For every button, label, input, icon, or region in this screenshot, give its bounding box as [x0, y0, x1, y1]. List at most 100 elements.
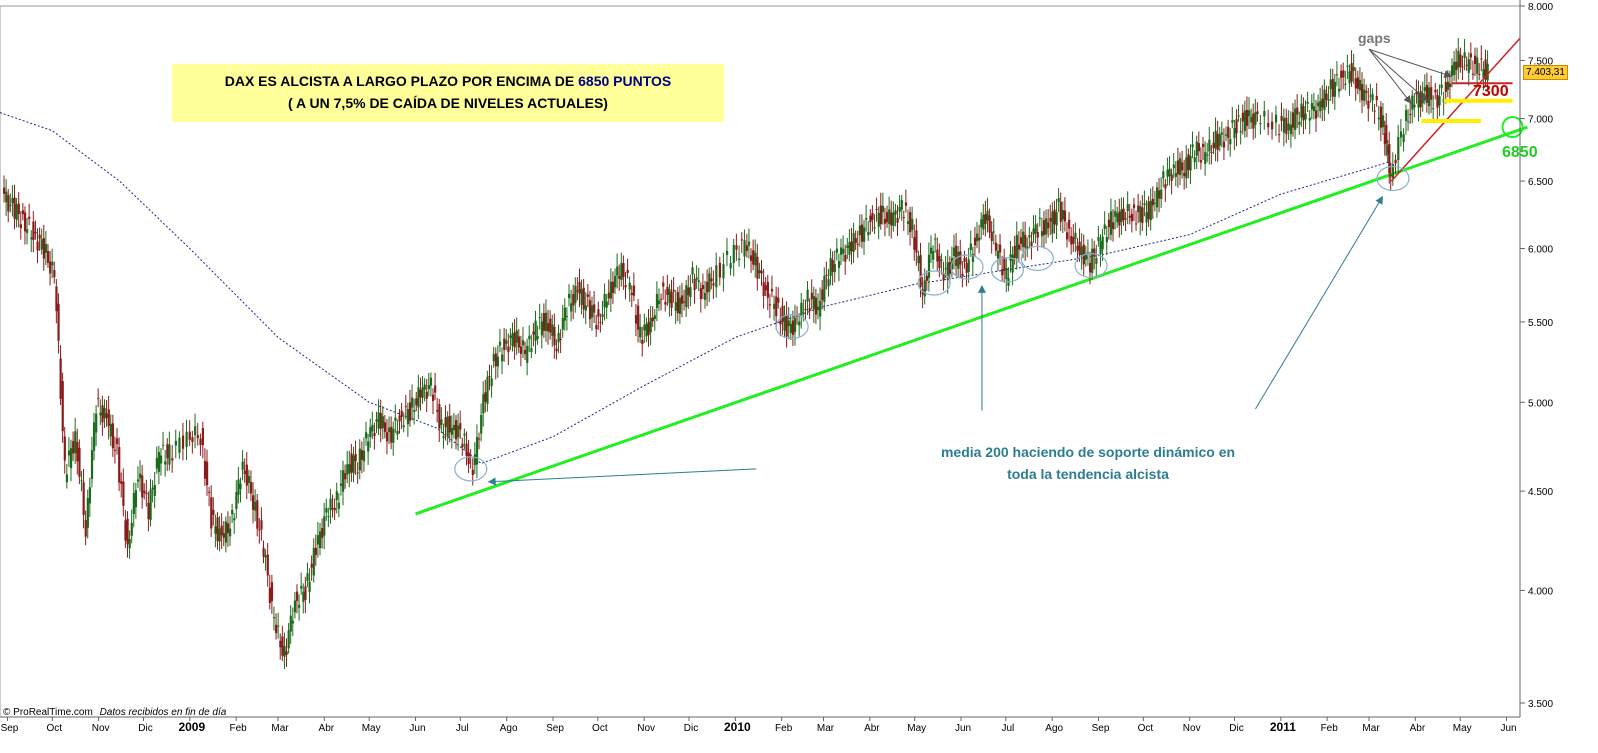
highlight-circle	[950, 254, 984, 280]
bull-candle	[377, 412, 380, 429]
bull-candle	[375, 419, 378, 422]
bull-candle	[174, 440, 177, 446]
bull-candle	[272, 617, 276, 619]
bear-candle	[1042, 220, 1046, 236]
support-annotation-line2: toda la tendencia alcista	[1007, 466, 1169, 482]
bear-candle	[572, 294, 575, 306]
overlay-layer	[454, 37, 1524, 486]
bull-candle	[536, 336, 539, 339]
bull-candle	[1417, 92, 1420, 108]
last-price-tag: 7.403,31	[1523, 65, 1568, 80]
bear-candle	[764, 285, 767, 291]
bear-candle	[1176, 160, 1180, 175]
bear-candle	[59, 358, 62, 399]
y-tick-label: 7.500	[1528, 56, 1553, 67]
x-tick-label: Dic	[1229, 723, 1243, 734]
bull-candle	[1259, 123, 1262, 125]
y-tick-label: 3.500	[1528, 699, 1553, 710]
bear-candle	[664, 302, 667, 305]
bull-candle	[1421, 93, 1424, 104]
bear-candle	[779, 320, 782, 325]
bear-candle	[34, 231, 37, 234]
bear-candle	[141, 475, 144, 498]
bull-candle	[1381, 115, 1385, 128]
bear-candle	[804, 308, 807, 311]
bear-candle	[576, 290, 579, 292]
bull-candle	[732, 244, 735, 263]
bear-candle	[425, 391, 428, 399]
bull-candle	[1432, 108, 1435, 110]
bear-candle	[553, 326, 556, 346]
bull-candle	[501, 354, 504, 362]
support-arrow	[1255, 195, 1384, 410]
bear-candle	[383, 422, 387, 432]
bear-candle	[706, 281, 709, 293]
bull-candle	[241, 461, 244, 470]
support-annotation: media 200 haciendo de soporte dinámico e…	[892, 441, 1284, 485]
bull-candle	[413, 410, 416, 412]
bull-candle	[898, 207, 901, 212]
bull-candle	[1051, 211, 1054, 234]
bear-candle	[379, 413, 382, 429]
bull-candle	[881, 205, 885, 213]
bear-candle	[256, 500, 259, 529]
bull-candle	[1402, 134, 1405, 143]
bear-candle	[206, 461, 209, 486]
bear-candle	[777, 297, 780, 303]
bull-candle	[1105, 237, 1108, 243]
bull-candle	[917, 256, 920, 264]
bear-candle	[1181, 162, 1184, 171]
bear-candle	[1210, 151, 1213, 153]
bear-candle	[1128, 215, 1131, 218]
bear-candle	[1436, 94, 1439, 108]
bear-candle	[1434, 89, 1437, 93]
bear-candle	[712, 283, 715, 286]
bull-candle	[645, 323, 648, 337]
bull-candle	[312, 547, 315, 576]
bear-candle	[55, 286, 58, 312]
bull-candle	[1446, 81, 1450, 90]
bear-candle	[662, 282, 665, 287]
bull-candle	[538, 317, 541, 319]
bull-candle	[337, 502, 341, 509]
bull-candle	[1399, 131, 1403, 138]
bear-candle	[760, 270, 763, 274]
bear-candle	[542, 313, 546, 331]
bear-candle	[1089, 262, 1092, 273]
bear-candle	[419, 389, 422, 398]
bear-candle	[260, 520, 263, 530]
x-tick-label: Feb	[1321, 723, 1339, 734]
x-tick-label: Dic	[684, 723, 698, 734]
y-tick-label: 5.500	[1528, 318, 1553, 329]
bull-candle	[1338, 88, 1341, 92]
bear-candle	[1340, 71, 1343, 78]
level-7300-label: 7300	[1473, 83, 1509, 100]
bear-candle	[762, 282, 765, 296]
bear-candle	[1135, 223, 1138, 225]
moving-average-line	[0, 112, 1391, 465]
bear-candle	[919, 255, 922, 287]
bear-candle	[97, 397, 100, 399]
bear-candle	[1296, 107, 1299, 115]
bull-candle	[51, 261, 54, 266]
bear-candle	[1070, 236, 1073, 245]
bull-candle	[722, 264, 725, 279]
bull-candle	[1116, 213, 1119, 223]
bear-candle	[1291, 112, 1295, 128]
bear-candle	[756, 256, 759, 279]
bear-candle	[680, 295, 684, 304]
bull-candle	[388, 427, 391, 433]
bull-candle	[293, 600, 297, 613]
bear-candle	[624, 285, 627, 288]
bull-candle	[11, 198, 14, 204]
bull-candle	[1369, 95, 1372, 97]
bear-candle	[1385, 124, 1388, 144]
bear-candle	[210, 497, 213, 529]
bear-candle	[735, 245, 738, 250]
bear-candle	[955, 245, 958, 266]
bear-candle	[647, 321, 650, 336]
bull-candle	[1327, 99, 1330, 101]
bear-candle	[17, 203, 20, 215]
bear-candle	[270, 582, 274, 602]
bear-candle	[1302, 106, 1305, 121]
